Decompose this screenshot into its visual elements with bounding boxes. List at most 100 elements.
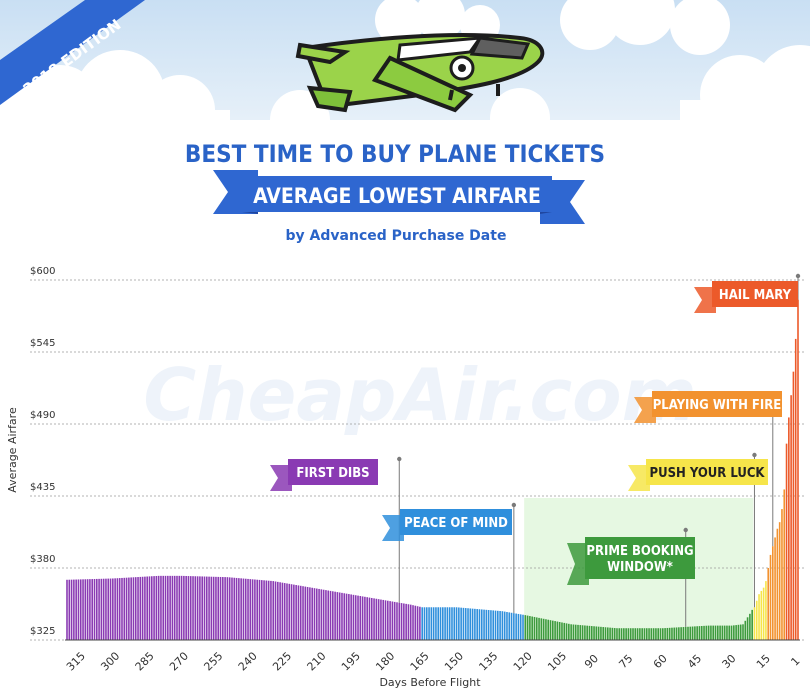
fare-bar <box>274 581 277 640</box>
fare-bar <box>219 576 222 640</box>
fare-bar <box>501 611 504 640</box>
fare-bar <box>423 607 426 640</box>
fare-bar <box>208 576 210 640</box>
fare-bar <box>458 607 460 640</box>
fare-bar <box>584 625 586 640</box>
callout-playing-with-fire: PLAYING WITH FIRE <box>634 391 782 547</box>
fare-bar <box>645 628 648 640</box>
fare-bar <box>123 577 126 640</box>
callout-peace-of-mind: PEACE OF MIND <box>382 502 517 614</box>
fare-bar <box>641 628 643 640</box>
x-tick-label: 105 <box>545 650 569 674</box>
fare-bar <box>643 628 646 640</box>
fare-bar <box>167 575 169 640</box>
fare-bar <box>595 626 598 640</box>
fare-bar <box>737 624 740 640</box>
fare-bar <box>277 581 279 640</box>
fare-bar <box>313 588 316 640</box>
fare-bar <box>581 625 584 640</box>
fare-bar <box>242 578 245 640</box>
fare-bar <box>157 575 160 640</box>
fare-bar <box>79 579 82 640</box>
fare-bar <box>109 578 112 640</box>
fare-bar <box>478 609 481 640</box>
fare-bar <box>387 600 389 640</box>
fare-bar <box>490 610 492 640</box>
fare-bar <box>377 599 380 640</box>
callout-leader-dot <box>795 273 801 279</box>
x-axis-label: Days Before Flight <box>379 676 481 689</box>
fare-bar <box>650 628 653 640</box>
x-tick-label: 210 <box>305 650 329 674</box>
x-tick-label: 270 <box>167 650 191 674</box>
fare-bar <box>609 627 611 640</box>
fare-bar <box>345 593 348 640</box>
fare-bar <box>171 575 174 640</box>
subtitle-text: AVERAGE LOWEST AIRFARE <box>253 184 541 208</box>
fare-bar <box>755 600 758 640</box>
callout-label: PRIME BOOKING <box>586 544 693 559</box>
fare-bar <box>730 625 733 640</box>
fare-bar <box>68 579 71 640</box>
fare-bar <box>368 597 371 640</box>
fare-bar <box>196 576 199 640</box>
fare-bar <box>288 583 291 640</box>
fare-bar <box>329 590 332 640</box>
fare-bar <box>302 586 304 640</box>
fare-bar <box>739 624 742 640</box>
fare-bar <box>231 577 233 640</box>
fare-bar <box>568 623 570 640</box>
fare-bar <box>315 588 318 640</box>
fare-bar <box>513 613 515 640</box>
fare-bar <box>325 590 327 640</box>
fare-bar <box>613 628 616 640</box>
fare-bar <box>375 598 378 640</box>
x-tick-label: 15 <box>754 652 773 671</box>
callout-label: PLAYING WITH FIRE <box>653 398 782 413</box>
fare-bar <box>203 576 206 640</box>
fare-bar <box>460 607 462 640</box>
fare-bar <box>405 603 407 640</box>
x-tick-label: 285 <box>133 650 157 674</box>
fare-bar <box>118 578 121 640</box>
fare-bar <box>648 628 650 640</box>
fare-bar <box>148 576 151 640</box>
callout-label: PUSH YOUR LUCK <box>650 466 766 481</box>
fare-bar <box>751 609 753 640</box>
edition-banner-ribbon <box>0 0 145 105</box>
fare-bar <box>306 586 309 640</box>
fare-bar <box>121 577 123 640</box>
callout-label: PEACE OF MIND <box>404 516 508 531</box>
fare-bar <box>783 489 786 640</box>
callout-ribbon-tail <box>382 515 404 541</box>
callout-ribbon <box>585 537 695 579</box>
fare-bar <box>238 578 240 640</box>
fare-bar <box>66 579 68 640</box>
fare-bar <box>327 590 330 640</box>
fare-bar <box>185 575 187 640</box>
fare-bar <box>162 575 165 640</box>
x-tick-label: 90 <box>582 652 601 671</box>
fare-bar <box>107 578 110 640</box>
fare-bar <box>281 582 284 640</box>
fare-bar <box>607 627 609 640</box>
fare-bar <box>652 628 655 640</box>
fare-bar <box>222 577 224 640</box>
fare-bar <box>687 626 689 640</box>
fare-bar <box>673 627 676 640</box>
fare-bar <box>201 576 203 640</box>
fare-bar <box>442 607 444 640</box>
callout-ribbon <box>652 391 782 417</box>
fare-bar <box>352 594 355 640</box>
fare-bar <box>437 607 440 640</box>
fare-bar <box>95 578 98 640</box>
fare-bar <box>545 619 547 640</box>
fare-bar <box>295 585 297 640</box>
fare-bar <box>338 592 341 640</box>
fare-bar <box>150 576 153 640</box>
fare-bar <box>279 582 281 640</box>
x-tick-label: 315 <box>64 650 88 674</box>
fare-bar <box>393 601 396 640</box>
fare-bar <box>655 628 657 640</box>
fare-bar <box>341 592 343 640</box>
